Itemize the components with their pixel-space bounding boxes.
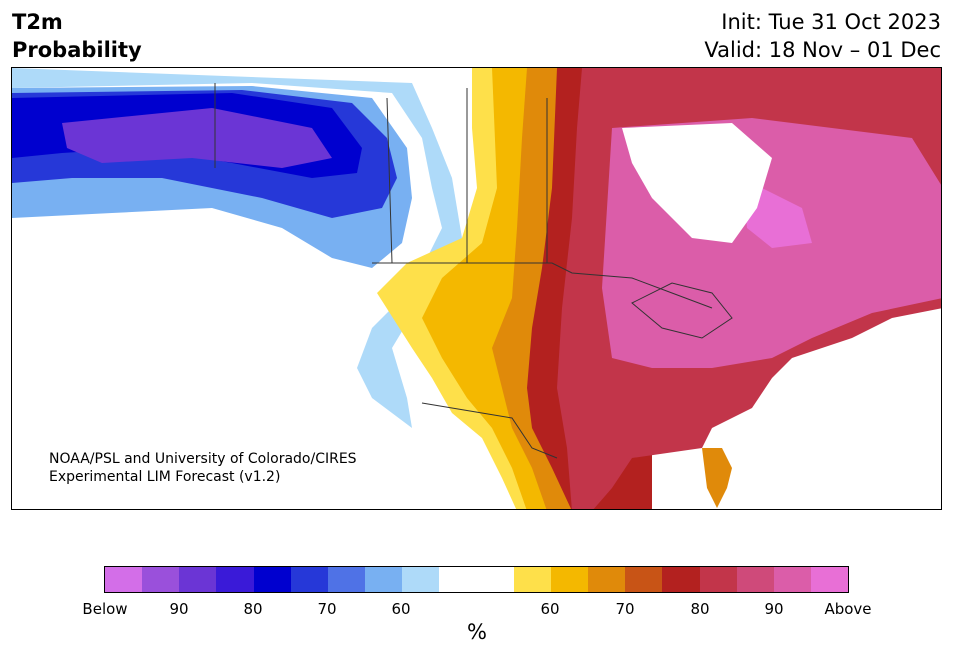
credit-line-2: Experimental LIM Forecast (v1.2) [49, 469, 281, 485]
region-florida [702, 448, 732, 508]
colorbar-swatch [736, 567, 774, 592]
colorbar-tick-label: 70 [615, 600, 635, 618]
forecast-dates: Init: Tue 31 Oct 2023 Valid: 18 Nov – 01… [704, 8, 941, 64]
colorbar [104, 566, 849, 593]
probability-map: NOAA/PSL and University of Colorado/CIRE… [11, 67, 942, 510]
colorbar-swatch [402, 567, 440, 592]
colorbar-tick-label: 80 [243, 600, 263, 618]
colorbar-swatch [142, 567, 180, 592]
colorbar-swatch [662, 567, 700, 592]
great-lakes-outline [631, 282, 733, 339]
colorbar-swatch [216, 567, 254, 592]
credit-text: NOAA/PSL and University of Colorado/CIRE… [49, 450, 357, 486]
colorbar-swatch [513, 567, 551, 592]
colorbar-tick-label: Above [824, 600, 872, 618]
title-line-1: T2m [12, 10, 63, 34]
region-below-60 [12, 68, 462, 428]
colorbar-swatch [105, 567, 143, 592]
colorbar-unit-label: % [467, 620, 487, 644]
colorbar-tick-label: 90 [169, 600, 189, 618]
colorbar-swatch [588, 567, 626, 592]
colorbar-swatch [625, 567, 663, 592]
region-below-core [62, 108, 332, 168]
colorbar-tick-label: 70 [317, 600, 337, 618]
credit-line-1: NOAA/PSL and University of Colorado/CIRE… [49, 451, 357, 467]
title-line-2: Probability [12, 38, 142, 62]
province-line [386, 88, 548, 264]
canada-us-border [372, 262, 713, 309]
colorbar-tick-label: 60 [391, 600, 411, 618]
colorbar-tick-label: 80 [690, 600, 710, 618]
init-date: Init: Tue 31 Oct 2023 [721, 10, 941, 34]
us-mexico-border [421, 402, 558, 459]
colorbar-swatch [773, 567, 811, 592]
colorbar-swatch [290, 567, 328, 592]
colorbar-tick-label: 60 [540, 600, 560, 618]
map-canvas [12, 68, 941, 509]
colorbar-swatch [253, 567, 291, 592]
colorbar-swatch [327, 567, 366, 592]
boundaries [214, 83, 733, 459]
colorbar-swatch [550, 567, 589, 592]
valid-dates: Valid: 18 Nov – 01 Dec [704, 38, 941, 62]
colorbar-swatch [476, 567, 514, 592]
colorbar-tick-label: 90 [764, 600, 784, 618]
colorbar-swatch [365, 567, 403, 592]
colorbar-swatch [699, 567, 737, 592]
colorbar-tick-label: Below [82, 600, 128, 618]
colorbar-swatch [810, 567, 849, 592]
hudson-bay [622, 123, 772, 243]
colorbar-swatch [439, 567, 477, 592]
colorbar-swatch [179, 567, 217, 592]
map-title: T2m Probability [12, 8, 142, 64]
probability-fields [12, 68, 941, 509]
